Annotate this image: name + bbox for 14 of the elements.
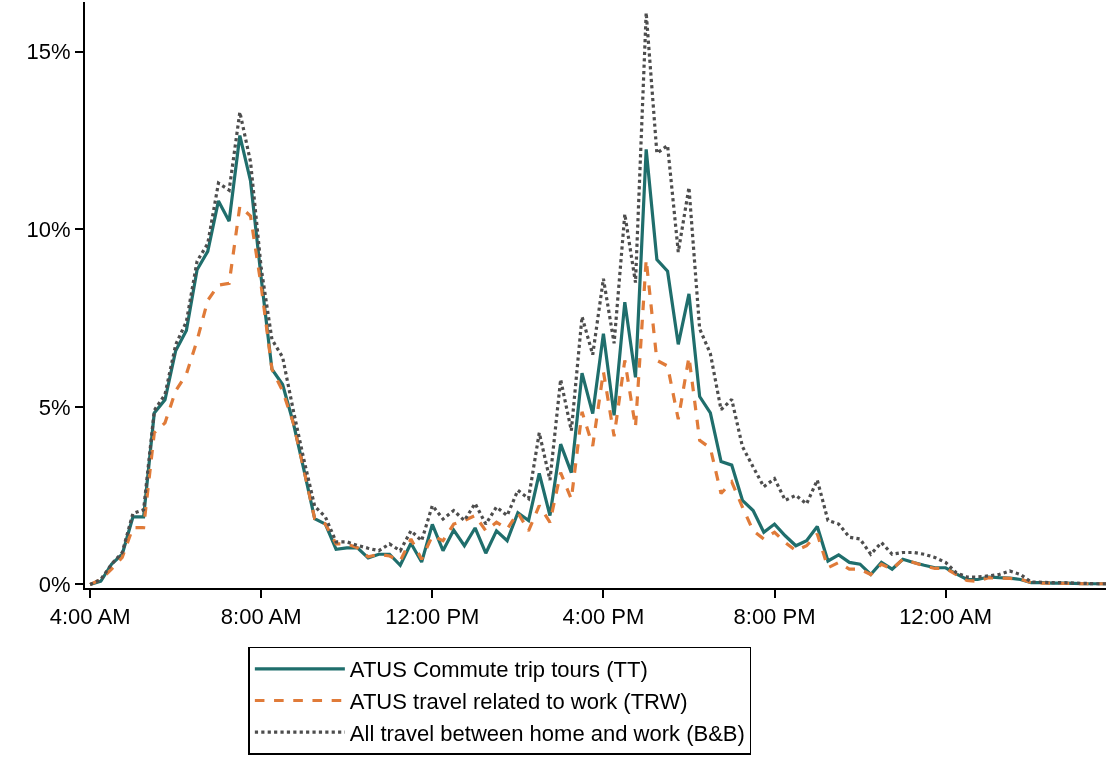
legend-label: All travel between home and work (B&B): [349, 720, 745, 746]
line-series: [88, 11, 1106, 587]
y-tick-label: 10%: [26, 217, 71, 242]
legend-label: ATUS Commute trip tours (TT): [349, 657, 648, 683]
x-tick-label: 8:00 PM: [733, 604, 816, 630]
x-tick-label: 12:00 AM: [899, 604, 993, 630]
x-tick-label: 4:00 AM: [49, 604, 131, 630]
y-tick-label: 15%: [26, 39, 71, 65]
x-tick-label: 12:00 PM: [385, 604, 480, 630]
x-tick-label: 4:00 PM: [562, 604, 645, 630]
y-tick-label: 0%: [38, 572, 71, 598]
legend-label: ATUS travel related to work (TRW): [349, 689, 688, 715]
x-tick-label: 8:00 AM: [220, 604, 302, 630]
y-tick-label: 5%: [38, 394, 71, 420]
